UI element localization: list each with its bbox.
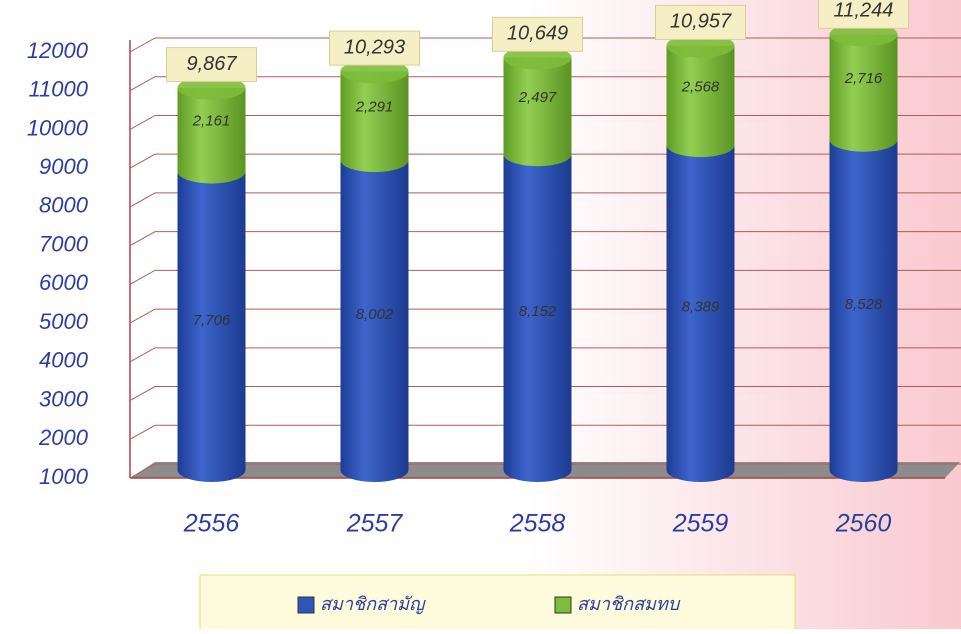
legend — [200, 575, 795, 629]
y-tick-label: 12000 — [27, 38, 89, 63]
x-tick-label: 2558 — [509, 510, 566, 538]
x-tick-label: 2556 — [183, 510, 240, 538]
bar-associate — [178, 88, 246, 172]
total-label: 10,649 — [507, 23, 568, 45]
bar-associate — [504, 58, 572, 155]
bar-associate — [830, 35, 898, 140]
y-tick-label: 2000 — [38, 425, 89, 450]
x-tick-label: 2559 — [672, 510, 729, 538]
value-label: 8,002 — [356, 306, 394, 323]
value-label: 8,389 — [682, 299, 720, 316]
bar-regular-bottom — [830, 458, 898, 482]
y-tick-label: 7000 — [39, 231, 89, 256]
legend-swatch — [298, 597, 314, 613]
x-tick-label: 2557 — [346, 510, 404, 538]
value-label: 8,152 — [519, 303, 557, 320]
x-tick-label: 2560 — [835, 510, 892, 538]
total-label: 10,957 — [670, 11, 732, 33]
legend-label: สมาชิกสมทบ — [577, 594, 681, 614]
y-tick-label: 5000 — [39, 309, 89, 334]
y-tick-label: 8000 — [39, 193, 89, 218]
background — [0, 0, 961, 629]
y-tick-label: 3000 — [39, 386, 89, 411]
bar-regular-bottom — [178, 458, 246, 482]
bar-associate — [341, 71, 409, 160]
legend-swatch — [555, 597, 571, 613]
bar-associate-bottom — [667, 133, 735, 157]
value-label: 7,706 — [193, 312, 231, 329]
bar-regular-bottom — [667, 458, 735, 482]
bar-associate-bottom — [341, 148, 409, 172]
value-label: 2,716 — [844, 70, 883, 87]
y-tick-label: 9000 — [39, 154, 89, 179]
bar-associate-bottom — [504, 142, 572, 166]
bar-regular-bottom — [504, 458, 572, 482]
bar-associate-bottom — [830, 128, 898, 152]
total-label: 10,293 — [344, 36, 405, 58]
bar-regular-bottom — [341, 458, 409, 482]
bar-associate-bottom — [178, 160, 246, 184]
chart: 1000 2000 3000 4000 5000 6000 7000 8000 9000 1000… — [0, 0, 961, 629]
y-tick-label: 4000 — [39, 348, 89, 373]
y-tick-label: 1000 — [39, 464, 89, 489]
value-label: 8,528 — [845, 296, 883, 313]
bar-associate — [667, 46, 735, 145]
value-label: 2,568 — [681, 78, 720, 95]
y-tick-label: 11000 — [28, 77, 88, 102]
total-label: 11,244 — [834, 0, 894, 22]
value-label: 2,161 — [192, 113, 231, 130]
legend-label: สมาชิกสามัญ — [320, 594, 426, 615]
total-label: 9,867 — [186, 53, 237, 75]
y-tick-label: 10000 — [27, 115, 89, 140]
y-tick-label: 6000 — [39, 270, 89, 295]
value-label: 2,291 — [355, 99, 394, 116]
value-label: 2,497 — [518, 89, 557, 106]
